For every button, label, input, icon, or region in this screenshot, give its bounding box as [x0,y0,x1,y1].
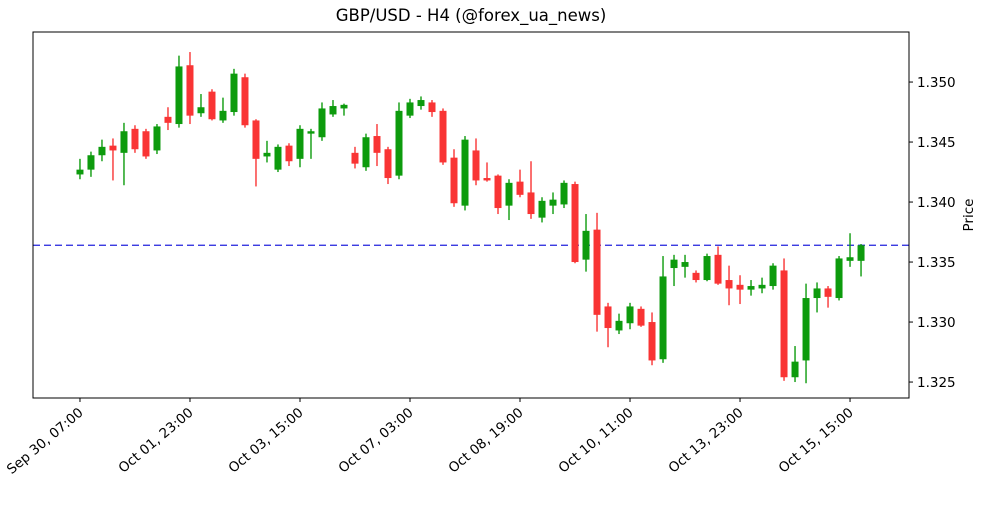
candle-body-up [417,100,425,107]
candle-body-down [714,254,722,284]
candle-body-down [516,181,524,195]
candle-body-up [813,288,821,299]
candle-body-up [120,131,128,153]
candle-body-down [373,136,381,153]
candle-body-up [98,146,106,156]
candle-body-down [692,272,700,281]
candle-body-up [857,245,865,261]
candle-body-down [824,288,832,297]
candle-body-up [582,230,590,260]
candle-body-up [791,361,799,378]
candle-body-down [241,77,249,126]
candle-body-up [769,265,777,287]
candle-body-up [197,107,205,114]
candle-body-up [175,66,183,125]
candle-body-up [274,146,282,170]
candle-body-down [428,102,436,113]
candle-body-up [263,152,271,157]
candle-body-up [406,102,414,116]
candle-body-up [670,259,678,269]
candle-body-up [626,306,634,324]
y-tick-label: 1.325 [917,375,956,391]
candle-body-down [483,178,491,181]
y-tick-label: 1.335 [917,255,956,271]
candle-body-down [571,184,579,263]
y-tick-label: 1.345 [917,135,956,151]
candle-body-up [307,131,315,134]
candle-body-down [593,229,601,315]
candle-body-up [681,262,689,267]
x-tick-label: Oct 07, 03:00 [336,405,417,477]
x-tick-label: Oct 01, 23:00 [116,405,197,477]
candle-body-down [725,280,733,289]
candle-body-up [747,286,755,290]
candle-body-up [802,298,810,361]
candle-body-up [340,104,348,109]
candle-body-up [659,276,667,360]
candle-body-up [230,73,238,113]
candle-body-down [384,149,392,179]
x-tick-label: Oct 15, 15:00 [776,405,857,477]
candle-body-down [131,128,139,150]
candle-body-up [87,155,95,170]
candle-body-down [637,308,645,326]
plot-area: 1.325 1.330 1.335 1.340 1.345 1.350 Sep 30, 07… [4,31,956,478]
candle-body-down [351,152,359,164]
candle-body-down [527,192,535,215]
candle-body-down [736,284,744,290]
x-tick-label: Oct 08, 19:00 [446,405,527,477]
candle-body-down [164,116,172,123]
y-tick-label: 1.340 [917,195,956,211]
candle-body-up [703,256,711,281]
candle-body-up [153,126,161,151]
x-tick-label: Oct 10, 11:00 [556,405,637,477]
candle-body-up [615,320,623,331]
candle-body-down [472,150,480,181]
candle-body-up [846,257,854,261]
candle-body-down [450,157,458,204]
candle-body-up [461,139,469,206]
candle-body-down [252,120,260,159]
candle-body-up [835,258,843,299]
candle-body-down [208,91,216,120]
x-tick-label: Oct 13, 23:00 [666,405,747,477]
candle-body-up [549,199,557,206]
candle-body-up [538,200,546,218]
candle-body-up [329,106,337,115]
candle-body-up [505,182,513,206]
plot-border [32,31,910,399]
candle-body-up [395,110,403,176]
candle-body-up [296,128,304,159]
candle-body-down [285,145,293,162]
candle-body-up [318,108,326,138]
y-tick-label: 1.330 [917,315,956,331]
candle-body-down [186,65,194,116]
candle-body-down [494,175,502,209]
candle-body-down [780,270,788,378]
y-tick-label: 1.350 [917,75,956,91]
y-axis-label: Price [961,199,977,232]
candle-body-down [142,131,150,157]
x-tick-label: Oct 03, 15:00 [226,405,307,477]
candle-body-down [648,322,656,361]
chart-title: GBP/USD - H4 (@forex_ua_news) [336,6,607,26]
candle-body-up [219,110,227,121]
candle-body-up [758,284,766,289]
x-tick-label: Sep 30, 07:00 [4,405,87,478]
candle-body-down [604,306,612,329]
candle-body-up [560,182,568,205]
candle-body-up [76,169,84,175]
candle-body-down [439,110,447,163]
candle-body-up [362,137,370,168]
candle-body-down [109,145,117,151]
